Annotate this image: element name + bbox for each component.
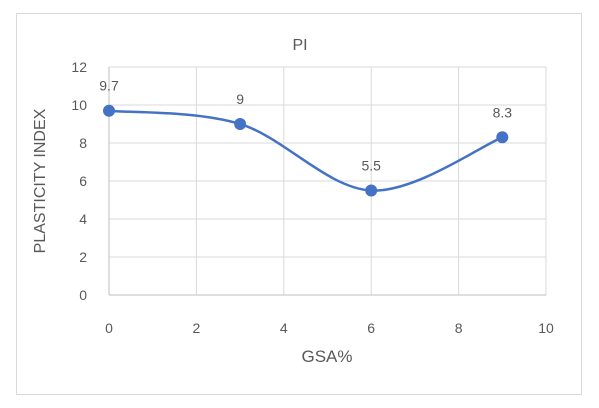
data-label: 9.7 [99,78,119,94]
data-point [496,131,509,144]
y-tick-label: 4 [79,211,87,227]
data-point [234,118,247,130]
y-tick-label: 0 [79,287,87,303]
y-tick-label: 10 [71,97,87,113]
series-layer [103,104,509,197]
series-line [108,109,503,192]
x-tick-label: 6 [367,320,375,336]
x-axis-title: GSA% [301,347,352,366]
axis-layer: 0 2 4 6 8 10 12 0 2 4 6 8 10 [71,59,554,336]
x-tick-label: 8 [455,320,463,336]
x-tick-label: 2 [193,320,201,336]
data-label: 5.5 [361,158,381,174]
data-point [103,104,115,117]
y-tick-label: 2 [79,249,87,265]
x-tick-label: 4 [280,320,288,336]
y-tick-label: 8 [79,135,87,151]
chart-frame [16,13,582,395]
chart-title: PI [292,37,307,54]
x-tick-label: 0 [105,320,113,336]
x-tick-label: 10 [538,320,554,336]
label-layer: 9.7 9 5.5 8.3 [99,78,512,174]
data-label: 8.3 [493,104,513,120]
grid-layer [108,66,547,296]
y-axis-title: PLASTICITY INDEX [32,108,49,253]
y-tick-label: 6 [79,173,87,189]
y-tick-label: 12 [71,59,87,75]
data-point [365,184,378,197]
data-label: 9 [236,91,244,107]
